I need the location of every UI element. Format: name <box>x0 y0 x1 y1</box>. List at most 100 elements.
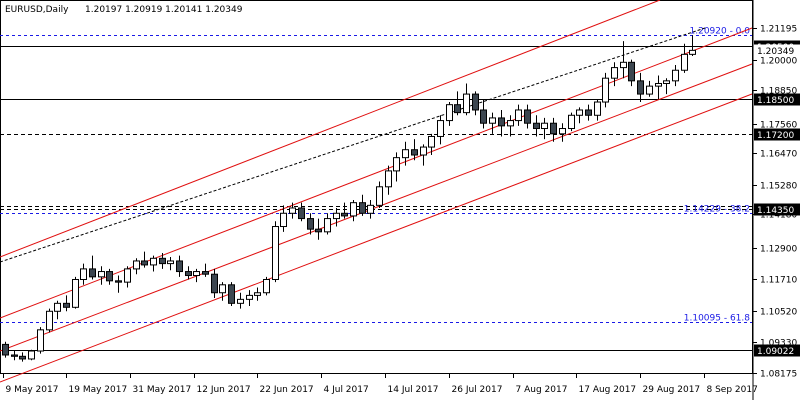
candle-body <box>324 218 331 233</box>
time-tick-label: 12 Jun 2017 <box>197 385 251 395</box>
candle-body <box>272 226 279 280</box>
candle-body <box>350 202 357 217</box>
candle-body <box>489 117 496 124</box>
candle-body <box>246 294 253 300</box>
candle-body <box>333 212 340 220</box>
time-axis: 9 May 2017 19 May 2017 31 May 2017 12 Jun 2… <box>3 374 758 395</box>
candle-body <box>89 268 96 278</box>
candle-body <box>106 271 113 282</box>
candle-body <box>341 212 348 217</box>
candle-body <box>115 280 122 283</box>
candle-body <box>585 109 592 116</box>
fib-level-label: 1.20920 - 0.0 <box>690 27 751 37</box>
symbol-title: EURUSD,Daily <box>5 5 69 15</box>
candle-body <box>411 149 418 156</box>
candle-body <box>637 80 644 95</box>
candle-body <box>663 80 670 84</box>
level-tags: 1.205001.185001.172001.143501.090221.203… <box>754 40 800 357</box>
time-tick-label: 19 May 2017 <box>69 385 128 395</box>
price-tick-label: 1.09330 <box>760 339 797 349</box>
candle-body <box>515 109 522 122</box>
candle-body <box>541 122 548 130</box>
level-tag-label: 1.09022 <box>757 347 794 357</box>
price-tick-label: 1.18850 <box>760 87 797 97</box>
candle-body <box>80 268 87 280</box>
level-tag-label: 1.17200 <box>757 131 794 141</box>
price-tick-label: 1.15280 <box>760 182 797 192</box>
candle-body <box>280 212 287 228</box>
candle-body <box>228 284 235 304</box>
time-tick-label: 7 Aug 2017 <box>516 385 568 395</box>
candle-body <box>550 122 557 135</box>
candle-body <box>646 85 653 95</box>
candle-body <box>498 117 505 127</box>
candle-body <box>46 310 53 331</box>
candle-body <box>594 101 601 116</box>
price-tick-label: 1.11710 <box>760 276 797 286</box>
time-tick-label: 17 Aug 2017 <box>579 385 637 395</box>
candle-body <box>202 271 209 275</box>
price-tick-label: 1.20000 <box>760 57 797 67</box>
candle-body <box>315 228 322 233</box>
candle-body <box>54 302 61 312</box>
last-price-label: 1.20349 <box>757 47 794 57</box>
channel-line <box>0 93 753 383</box>
candle-body <box>98 271 105 278</box>
candle-body <box>576 109 583 116</box>
price-axis: 1.21195 1.20000 1.18850 1.17560 1.16470 1.152… <box>753 25 797 380</box>
time-tick-label: 8 Sep 2017 <box>707 385 758 395</box>
fib-level-label: 1.10095 - 61.8 <box>684 314 750 324</box>
channel-line <box>0 63 753 352</box>
price-tick-label: 1.17560 <box>760 121 797 131</box>
time-tick-label: 14 Jul 2017 <box>388 385 439 395</box>
candle-body <box>28 350 35 360</box>
candle-body <box>254 292 261 296</box>
time-tick-label: 26 Jul 2017 <box>452 385 503 395</box>
candle-body <box>359 202 366 214</box>
candle-body <box>672 69 679 82</box>
candle-body <box>211 273 218 294</box>
fib-level-label: 1.14229 - 38.2 <box>684 205 750 215</box>
candle-body <box>393 157 400 172</box>
level-tag-label: 1.14350 <box>757 206 794 216</box>
candle-body <box>367 204 374 214</box>
candle-body <box>11 354 18 357</box>
candle-body <box>602 77 609 103</box>
candle-body <box>620 61 627 69</box>
candle-body <box>124 268 131 283</box>
price-tick-label: 1.12900 <box>760 245 797 255</box>
candle-body <box>141 260 148 266</box>
candle-body <box>2 343 9 356</box>
candle-body <box>289 207 296 214</box>
candle-body <box>428 135 435 148</box>
candle-body <box>568 114 575 130</box>
candle-body <box>480 109 487 124</box>
candle-body <box>655 82 662 87</box>
candle-body <box>454 104 461 114</box>
candle-body <box>307 218 314 230</box>
candle-body <box>185 271 192 277</box>
candle-body <box>72 278 79 308</box>
price-tick-label: 1.21195 <box>760 25 797 35</box>
candle-body <box>611 67 618 79</box>
candle-body <box>437 120 444 137</box>
candle-body <box>681 53 688 71</box>
level-tag <box>754 128 800 141</box>
level-tag <box>754 203 800 216</box>
candle-body <box>689 49 696 55</box>
level-tag <box>754 93 800 106</box>
candle-body <box>298 207 305 220</box>
last-price-tag <box>754 44 800 57</box>
candle-body <box>472 93 479 111</box>
time-tick-label: 22 Jun 2017 <box>260 385 314 395</box>
candle-body <box>37 329 44 352</box>
time-tick-label: 29 Aug 2017 <box>643 385 701 395</box>
time-tick-label: 31 May 2017 <box>133 385 192 395</box>
ohlc-readout: 1.20197 1.20919 1.20141 1.20349 <box>85 5 243 15</box>
level-tag <box>754 344 800 357</box>
candle-body <box>237 298 244 304</box>
price-tick-label: 1.08175 <box>760 370 797 380</box>
candle-body <box>159 257 166 265</box>
